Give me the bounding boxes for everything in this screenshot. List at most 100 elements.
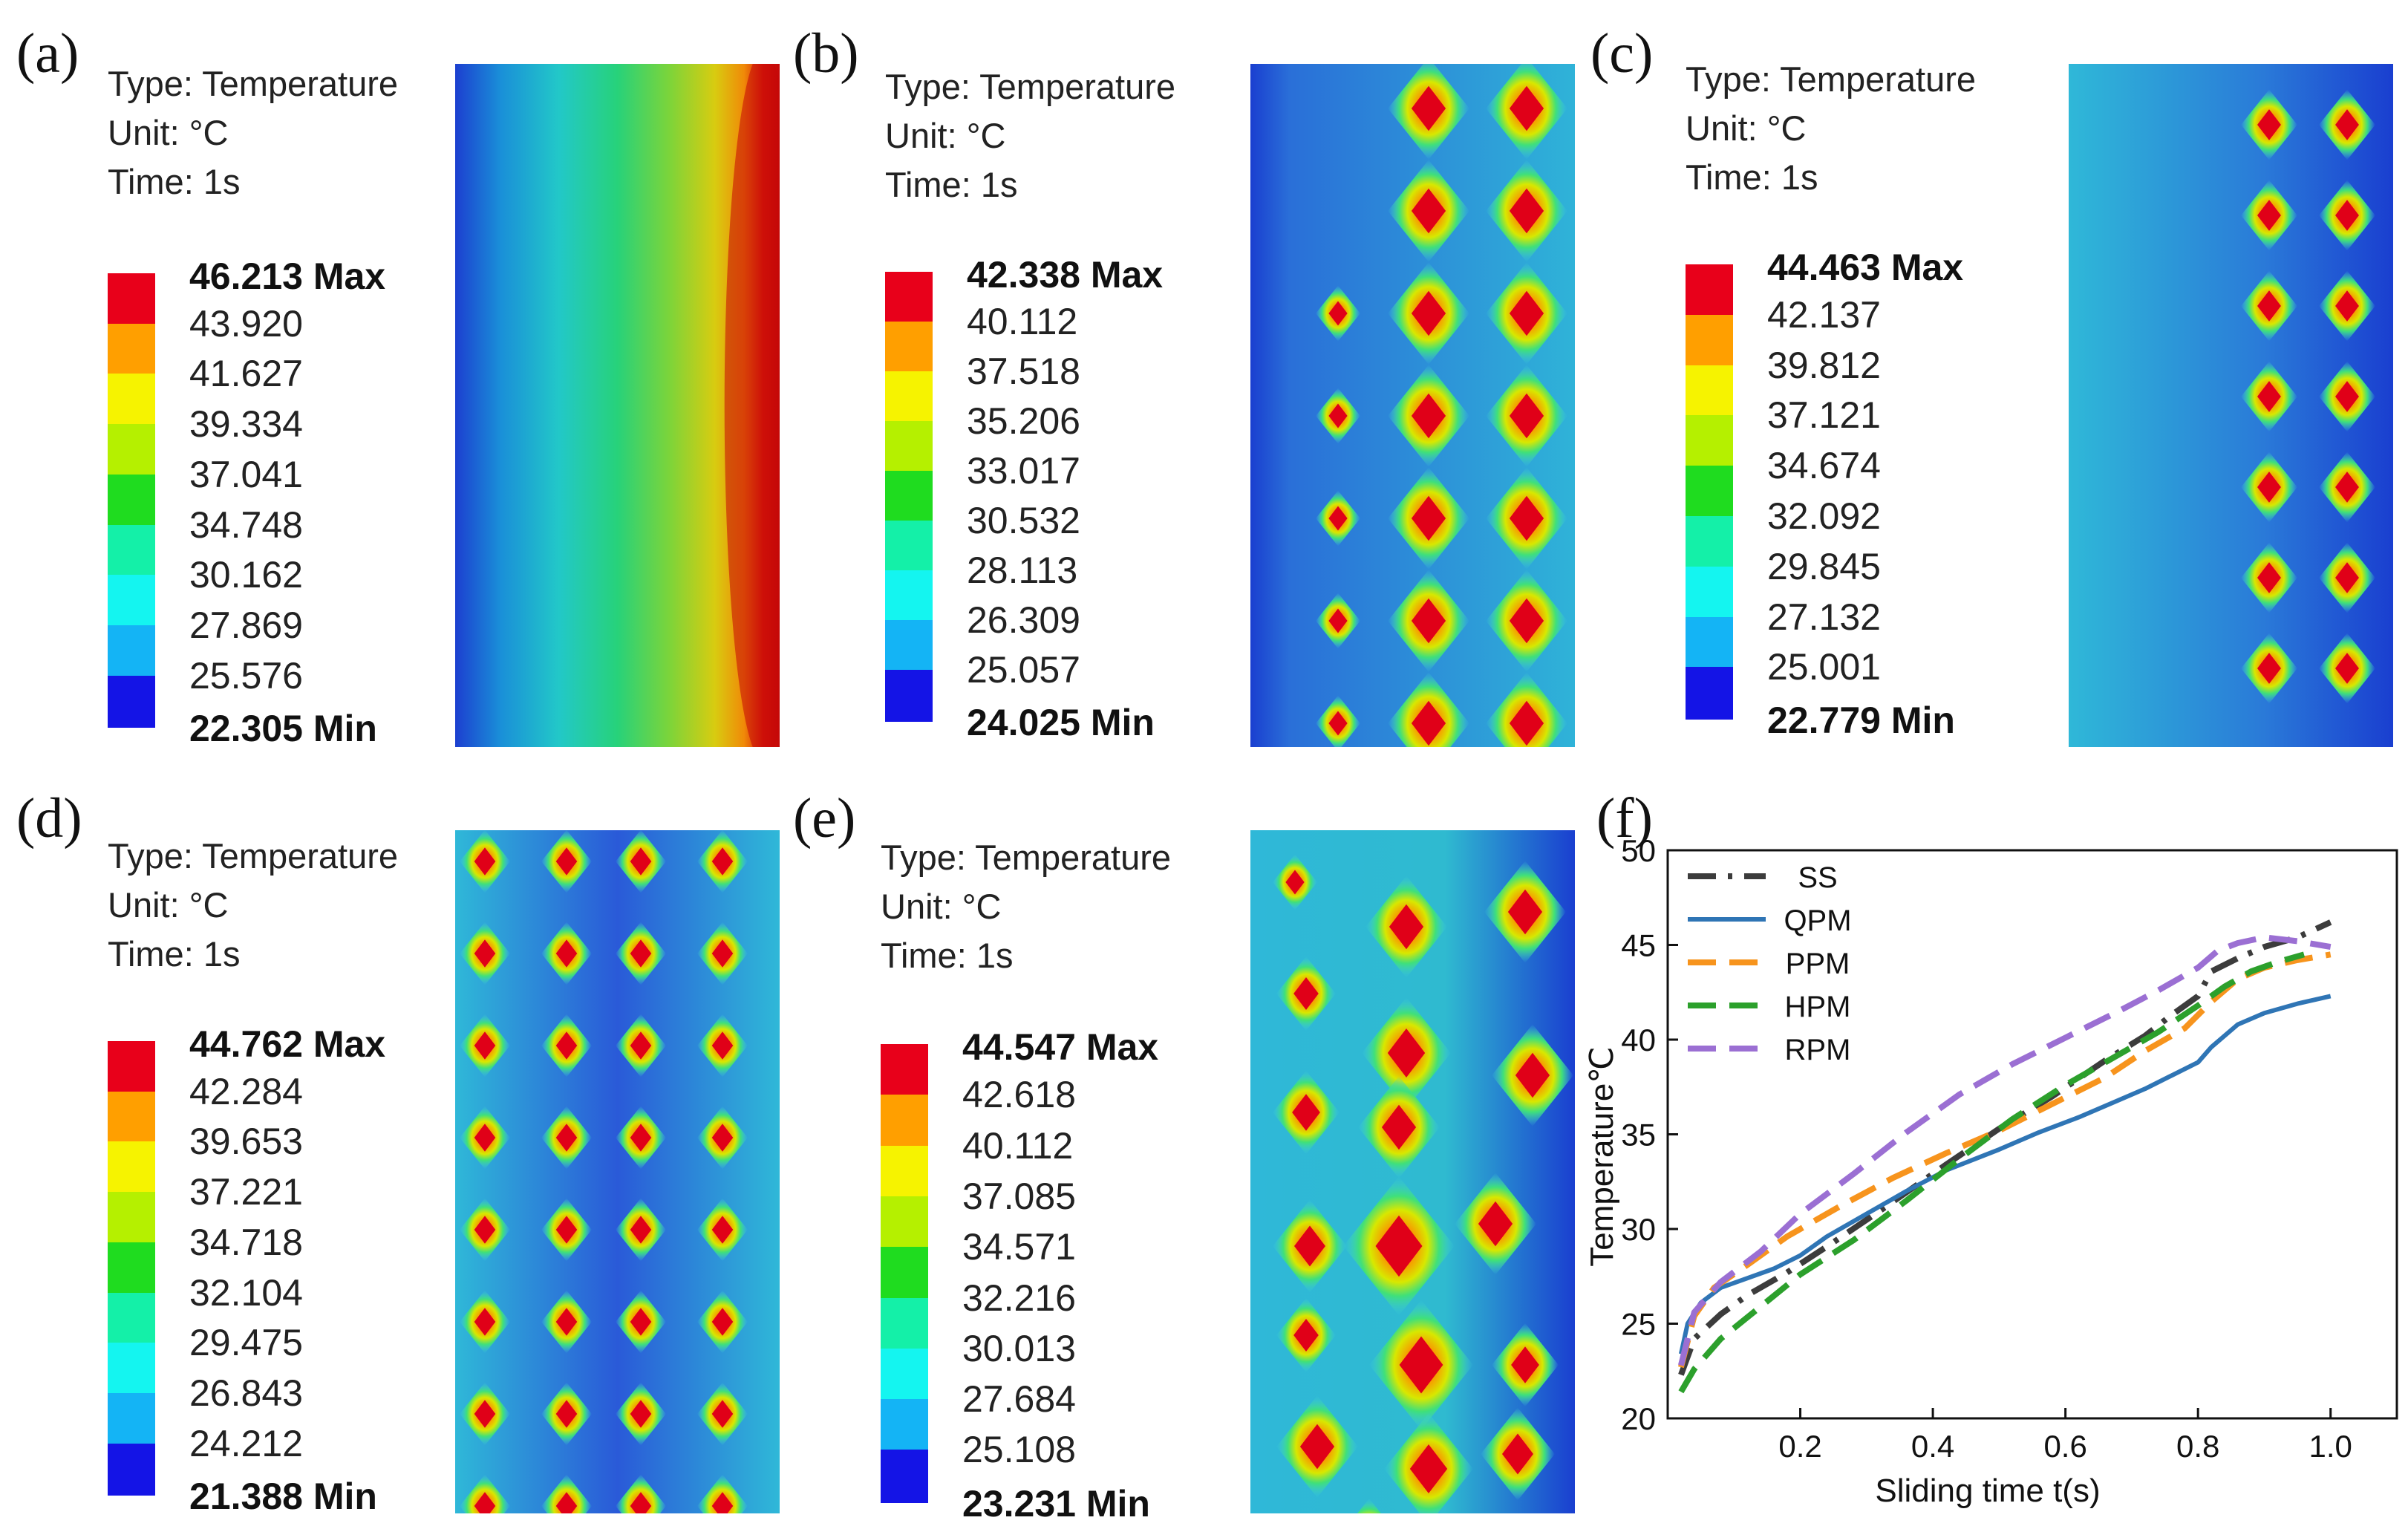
temperature-line-chart: 20 25 30 35 40 45 50 0.2 0.4 0.6 0.8 1.0 Sliding tim…: [1588, 833, 2398, 1509]
legend-swatch: [881, 1196, 928, 1250]
type-text: Type: Temperature: [881, 838, 1172, 877]
y-tick-label: 50: [1621, 833, 1656, 868]
legend-swatch: [108, 1242, 155, 1295]
legend-swatch: [108, 625, 155, 678]
legend-value: 34.571: [962, 1226, 1076, 1268]
legend-value: 40.112: [962, 1124, 1074, 1167]
type-text: Type: Temperature: [885, 67, 1176, 106]
time-text: Time: 1s: [108, 934, 241, 974]
x-axis-label: Sliding time t(s): [1875, 1473, 2100, 1509]
series-line-rpm: [1678, 934, 2332, 1366]
legend-swatch: [108, 323, 155, 376]
info-block: Type: Temperature Unit: °C Time: 1s: [885, 62, 1175, 209]
legend-value: 27.684: [962, 1378, 1076, 1421]
type-text: Type: Temperature: [108, 64, 399, 103]
legend-swatch: [881, 1348, 928, 1402]
legend-max: 46.213 Max: [189, 255, 386, 297]
legend-swatch: [885, 670, 933, 722]
legend-value: 40.112: [967, 301, 1078, 342]
legend-value: 25.108: [962, 1429, 1076, 1471]
legend-max: 44.547 Max: [962, 1026, 1159, 1068]
legend-value: 35.206: [967, 400, 1080, 442]
legend-value: 33.017: [967, 450, 1080, 492]
panel-label: (c): [1590, 22, 1654, 85]
legend-value: 39.653: [189, 1121, 303, 1163]
legend-swatch: [108, 575, 155, 627]
legend-swatch: [108, 1041, 155, 1094]
temperature-contour-map: [2069, 64, 2393, 747]
time-text: Time: 1s: [885, 165, 1018, 204]
legend-min: 22.305 Min: [189, 708, 377, 750]
unit-text: Unit: °C: [1686, 108, 1807, 148]
legend-value: 29.845: [1767, 545, 1881, 587]
legend-value: 37.085: [962, 1175, 1076, 1217]
time-text: Time: 1s: [108, 162, 241, 201]
legend-value: 43.920: [189, 302, 303, 345]
legend-swatch: [885, 421, 933, 473]
legend-max: 44.762 Max: [189, 1023, 386, 1065]
unit-text: Unit: °C: [108, 885, 229, 925]
legend-swatch: [885, 272, 933, 324]
panel-label: (d): [16, 787, 82, 850]
panel-a: (a) Type: Temperature Unit: °C Time: 1s 46.2…: [0, 0, 794, 765]
legend-value: 34.748: [189, 503, 303, 546]
y-tick-label: 40: [1621, 1023, 1656, 1057]
legend-value: 34.674: [1767, 445, 1881, 487]
type-text: Type: Temperature: [1686, 59, 1977, 99]
series-line-qpm: [1678, 994, 2332, 1354]
legend-value: 25.057: [967, 649, 1080, 691]
legend-swatch: [881, 1044, 928, 1098]
legend-value: 41.627: [189, 353, 303, 395]
legend-min: 24.025 Min: [967, 702, 1155, 743]
time-text: Time: 1s: [1686, 157, 1818, 197]
temperature-contour-map: [1250, 64, 1575, 747]
type-text: Type: Temperature: [108, 836, 399, 876]
legend-swatch: [1686, 516, 1733, 569]
legend-value: 37.041: [189, 453, 303, 495]
y-axis-label: Temperature℃: [1588, 1046, 1620, 1266]
legend-value: 42.618: [962, 1074, 1076, 1116]
legend-label: PPM: [1786, 948, 1850, 980]
unit-text: Unit: °C: [885, 116, 1006, 155]
legend-label: QPM: [1784, 904, 1851, 937]
legend-swatch: [881, 1399, 928, 1453]
panel-e: (e) Type: Temperature Unit: °C Time: 1s 44.5…: [793, 765, 1588, 1529]
legend-swatch: [108, 1141, 155, 1195]
panel-label: (e): [793, 787, 856, 850]
x-tick-label: 0.2: [1778, 1429, 1821, 1464]
y-tick-label: 30: [1621, 1212, 1656, 1247]
temperature-contour-map: [455, 830, 780, 1513]
legend-value: 27.132: [1767, 596, 1881, 638]
time-text: Time: 1s: [881, 936, 1014, 975]
panel-label: (a): [16, 22, 79, 85]
legend-swatch: [885, 620, 933, 672]
legend-swatch: [108, 1292, 155, 1346]
legend-label: SS: [1798, 861, 1837, 894]
legend-swatch: [108, 675, 155, 728]
x-tick-label: 1.0: [2309, 1429, 2352, 1464]
info-block: Type: Temperature Unit: °C Time: 1s: [108, 832, 398, 979]
legend-value: 32.092: [1767, 495, 1881, 537]
info-block: Type: Temperature Unit: °C Time: 1s: [108, 59, 398, 206]
legend-value: 24.212: [189, 1422, 303, 1464]
legend-value: 30.162: [189, 554, 303, 596]
unit-text: Unit: °C: [108, 113, 229, 152]
legend-swatch: [108, 474, 155, 527]
legend-value: 42.284: [189, 1070, 303, 1112]
legend-swatch: [108, 273, 155, 326]
legend-swatch: [108, 374, 155, 427]
y-tick-label: 20: [1621, 1401, 1656, 1436]
legend-value: 26.843: [189, 1372, 303, 1414]
legend-value: 39.334: [189, 403, 303, 446]
series-line-hpm: [1678, 951, 2306, 1394]
y-tick-label: 35: [1621, 1118, 1656, 1153]
legend-value: 30.013: [962, 1327, 1076, 1369]
legend-value: 42.137: [1767, 293, 1881, 336]
legend-value: 28.113: [967, 550, 1078, 591]
legend-value: 37.518: [967, 351, 1080, 392]
legend-swatch: [881, 1145, 928, 1199]
legend-swatch: [885, 371, 933, 423]
panel-b: (b) Type: Temperature Unit: °C Time: 1s 42.3…: [793, 0, 1588, 765]
legend-swatch: [1686, 466, 1733, 518]
legend-max: 44.463 Max: [1767, 247, 1964, 288]
